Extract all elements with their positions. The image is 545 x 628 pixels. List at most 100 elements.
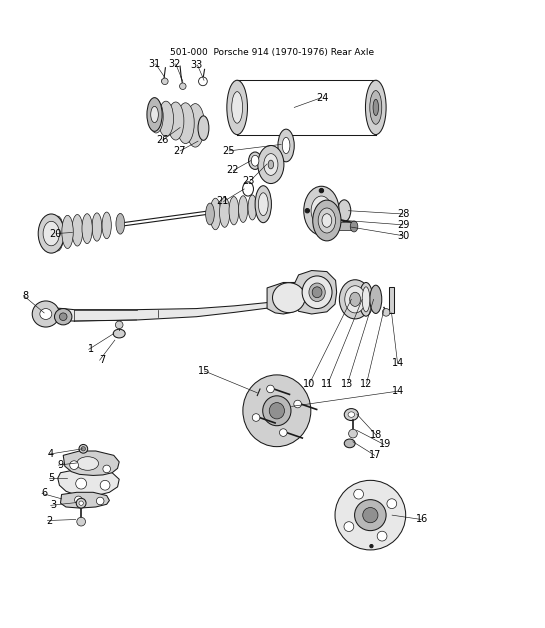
Ellipse shape (149, 100, 164, 133)
Ellipse shape (311, 196, 332, 225)
Text: 15: 15 (198, 366, 210, 376)
Ellipse shape (251, 155, 259, 166)
Ellipse shape (62, 215, 73, 249)
Ellipse shape (102, 212, 111, 239)
Ellipse shape (248, 195, 257, 220)
Ellipse shape (258, 146, 284, 183)
Ellipse shape (345, 286, 366, 313)
Ellipse shape (243, 182, 253, 196)
Ellipse shape (72, 215, 83, 246)
Ellipse shape (249, 152, 262, 170)
Ellipse shape (116, 214, 125, 234)
Ellipse shape (151, 106, 159, 122)
Ellipse shape (359, 283, 373, 316)
Text: 27: 27 (173, 146, 185, 156)
Circle shape (319, 229, 324, 233)
Ellipse shape (370, 90, 381, 124)
Text: 12: 12 (360, 379, 372, 389)
Ellipse shape (82, 214, 92, 244)
Circle shape (81, 447, 86, 451)
Ellipse shape (147, 97, 162, 131)
Text: 28: 28 (397, 209, 410, 219)
Ellipse shape (92, 213, 102, 241)
Circle shape (77, 517, 86, 526)
Ellipse shape (258, 193, 268, 215)
Ellipse shape (177, 103, 194, 144)
Ellipse shape (232, 92, 243, 123)
Ellipse shape (263, 396, 291, 426)
Ellipse shape (282, 138, 290, 154)
Polygon shape (267, 283, 306, 314)
Text: 9: 9 (58, 460, 64, 470)
Ellipse shape (38, 214, 64, 253)
Text: |: | (160, 78, 162, 83)
Ellipse shape (370, 285, 381, 313)
Text: 17: 17 (370, 450, 382, 460)
Ellipse shape (302, 276, 332, 308)
Circle shape (70, 461, 78, 470)
Circle shape (100, 480, 110, 490)
Text: 7: 7 (99, 355, 105, 365)
Text: 10: 10 (302, 379, 315, 389)
Ellipse shape (362, 287, 370, 312)
Circle shape (96, 497, 104, 505)
Text: 32: 32 (169, 59, 181, 69)
Circle shape (252, 414, 260, 421)
Circle shape (354, 489, 364, 499)
Ellipse shape (322, 214, 332, 227)
Circle shape (370, 544, 373, 548)
Ellipse shape (243, 375, 311, 447)
Polygon shape (63, 451, 119, 475)
Ellipse shape (373, 99, 379, 116)
Ellipse shape (198, 116, 209, 140)
Ellipse shape (167, 102, 184, 140)
Ellipse shape (335, 480, 405, 550)
Ellipse shape (113, 329, 125, 338)
Circle shape (267, 385, 274, 392)
Ellipse shape (77, 457, 99, 470)
Ellipse shape (40, 308, 52, 320)
Ellipse shape (159, 101, 173, 136)
Text: 3: 3 (50, 501, 56, 511)
Text: 26: 26 (156, 135, 168, 145)
Circle shape (79, 501, 83, 506)
Ellipse shape (344, 439, 355, 448)
Circle shape (387, 499, 397, 509)
Bar (389, 287, 393, 313)
Circle shape (334, 208, 338, 213)
Text: 1: 1 (88, 344, 94, 354)
Ellipse shape (366, 80, 386, 134)
Ellipse shape (268, 160, 274, 169)
Text: 2: 2 (47, 516, 53, 526)
Circle shape (377, 531, 387, 541)
Circle shape (305, 208, 310, 213)
Circle shape (76, 478, 87, 489)
Ellipse shape (205, 203, 214, 225)
Circle shape (344, 522, 354, 531)
Circle shape (198, 77, 207, 85)
Ellipse shape (350, 292, 361, 306)
Text: 6: 6 (41, 489, 47, 499)
Circle shape (280, 429, 287, 436)
Text: 31: 31 (149, 59, 161, 69)
Ellipse shape (227, 80, 247, 134)
Text: 33: 33 (191, 60, 203, 70)
Circle shape (103, 465, 111, 473)
Text: 4: 4 (48, 449, 54, 459)
Ellipse shape (32, 301, 59, 327)
Ellipse shape (59, 313, 67, 320)
Text: 25: 25 (222, 146, 234, 156)
Ellipse shape (340, 279, 371, 319)
Text: 23: 23 (243, 176, 255, 187)
Circle shape (319, 188, 324, 193)
Text: 5: 5 (48, 473, 54, 483)
Ellipse shape (338, 200, 351, 222)
Ellipse shape (304, 187, 339, 235)
Ellipse shape (348, 412, 355, 417)
Ellipse shape (54, 308, 72, 325)
Ellipse shape (210, 198, 221, 230)
Ellipse shape (52, 216, 64, 251)
Text: 30: 30 (397, 230, 410, 241)
Text: 21: 21 (216, 197, 229, 207)
Polygon shape (47, 302, 272, 321)
